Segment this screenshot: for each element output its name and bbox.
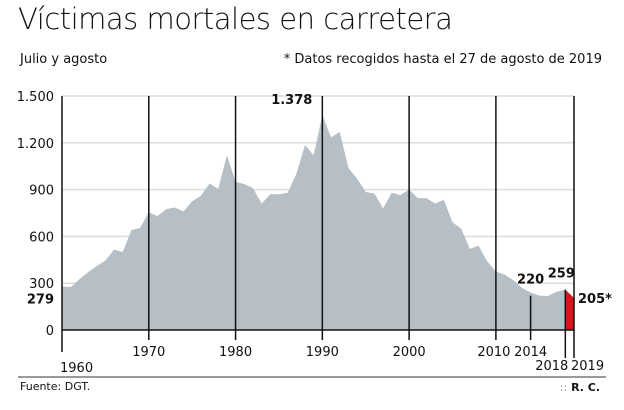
y-tick-label: 0	[46, 324, 54, 339]
x-tick-label: 2019	[571, 359, 604, 374]
x-tick-label: 2000	[393, 345, 426, 360]
x-tick-label: 1960	[60, 361, 93, 376]
data-label: 205*	[578, 292, 612, 307]
data-label: 1.378	[271, 93, 312, 108]
credit-mark: ::	[559, 381, 568, 394]
y-tick-label: 300	[29, 277, 54, 292]
y-tick-label: 1.200	[17, 137, 54, 152]
chart-title: Víctimas mortales en carretera	[18, 2, 453, 36]
y-tick-label: 600	[29, 230, 54, 245]
data-label: 220	[517, 273, 544, 288]
x-tick-label: 2010	[477, 345, 510, 360]
y-tick-label: 900	[29, 184, 54, 199]
credit: :: R. C.	[560, 381, 600, 394]
area-series-2019	[565, 289, 574, 330]
data-label: 279	[27, 292, 54, 307]
x-tick-label: 2014	[514, 345, 547, 360]
area-series	[62, 115, 566, 330]
source-text: Fuente: DGT.	[20, 380, 91, 393]
credit-text: R. C.	[571, 381, 600, 394]
x-tick-label: 1980	[219, 345, 252, 360]
x-tick-label: 1970	[132, 345, 165, 360]
chart-subtitle: Julio y agosto	[20, 52, 108, 67]
x-tick-label: 1990	[306, 345, 339, 360]
chart-note: * Datos recogidos hasta el 27 de agosto …	[283, 52, 602, 67]
y-tick-label: 1.500	[17, 90, 54, 105]
data-label: 259	[548, 267, 575, 282]
x-tick-label: 2018	[535, 359, 568, 374]
